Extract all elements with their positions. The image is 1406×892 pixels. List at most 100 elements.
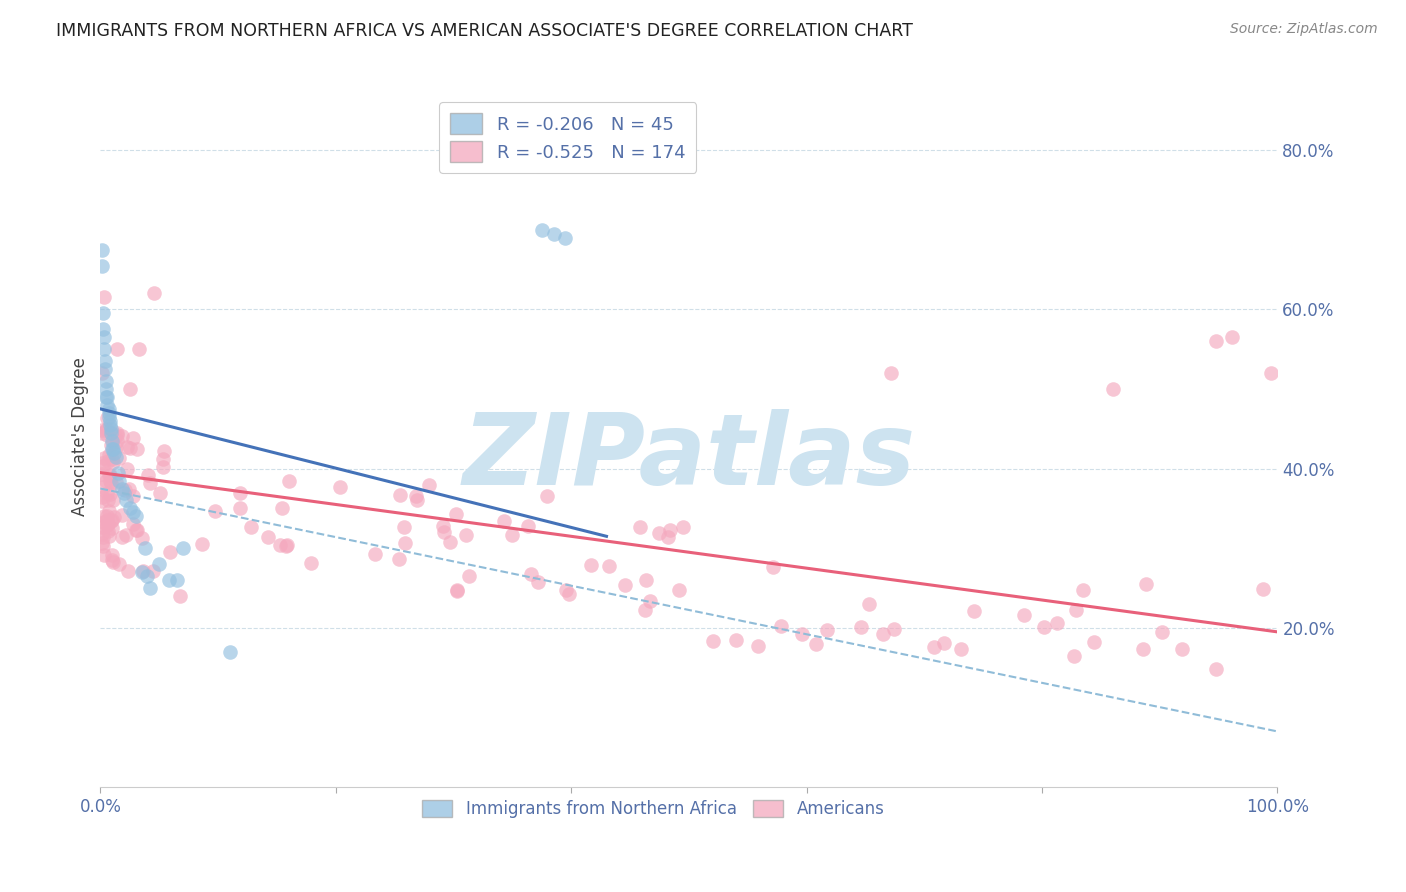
Point xyxy=(152,444,174,458)
Point xyxy=(124,509,146,524)
Point xyxy=(1251,582,1274,596)
Point xyxy=(94,362,117,376)
Point xyxy=(115,462,138,476)
Point xyxy=(108,451,131,466)
Point xyxy=(142,564,165,578)
Point xyxy=(883,622,905,636)
Point xyxy=(97,409,120,424)
Point xyxy=(93,548,115,562)
Point xyxy=(558,586,581,600)
Point xyxy=(105,427,128,442)
Point xyxy=(418,477,440,491)
Point xyxy=(100,476,122,491)
Point xyxy=(543,227,565,241)
Point xyxy=(276,538,298,552)
Point xyxy=(104,428,127,442)
Point xyxy=(93,290,115,304)
Point xyxy=(101,552,124,566)
Legend: Immigrants from Northern Africa, Americans: Immigrants from Northern Africa, America… xyxy=(416,793,891,824)
Point xyxy=(1220,330,1243,344)
Point xyxy=(101,454,124,468)
Point xyxy=(96,382,118,396)
Point xyxy=(90,527,112,541)
Point xyxy=(128,342,150,356)
Point xyxy=(190,537,212,551)
Point xyxy=(97,524,120,538)
Point xyxy=(94,354,117,368)
Point xyxy=(115,440,138,454)
Point xyxy=(299,556,322,570)
Point xyxy=(115,527,138,541)
Point xyxy=(457,569,479,583)
Point xyxy=(668,582,690,597)
Point xyxy=(1073,582,1095,597)
Point xyxy=(392,520,415,534)
Point xyxy=(93,508,115,523)
Point xyxy=(96,411,118,425)
Point xyxy=(110,482,132,496)
Point xyxy=(93,451,115,466)
Point xyxy=(100,425,122,440)
Point xyxy=(103,510,125,524)
Point xyxy=(90,259,112,273)
Point xyxy=(90,456,112,470)
Point xyxy=(1205,334,1227,349)
Point xyxy=(432,518,454,533)
Point xyxy=(97,529,120,543)
Point xyxy=(628,520,651,534)
Point xyxy=(93,515,115,529)
Point xyxy=(139,475,162,490)
Point xyxy=(516,518,538,533)
Point xyxy=(1205,662,1227,676)
Point xyxy=(97,504,120,518)
Point xyxy=(96,518,118,533)
Point xyxy=(125,523,148,537)
Point xyxy=(932,635,955,649)
Point xyxy=(492,514,515,528)
Point xyxy=(172,541,194,556)
Point xyxy=(554,583,576,598)
Point xyxy=(90,423,112,437)
Point xyxy=(724,633,747,648)
Point xyxy=(598,559,620,574)
Point xyxy=(439,535,461,549)
Point xyxy=(136,569,159,583)
Point xyxy=(963,604,986,618)
Point xyxy=(388,552,411,566)
Point xyxy=(90,425,112,440)
Point xyxy=(269,538,291,552)
Point xyxy=(100,422,122,436)
Point xyxy=(101,548,124,562)
Point xyxy=(90,243,112,257)
Point xyxy=(101,492,124,507)
Point xyxy=(98,468,121,483)
Point xyxy=(101,521,124,535)
Point xyxy=(1083,635,1105,649)
Point xyxy=(657,531,679,545)
Point xyxy=(530,223,553,237)
Point xyxy=(256,530,278,544)
Point xyxy=(872,627,894,641)
Point xyxy=(118,382,141,396)
Point xyxy=(702,634,724,648)
Point xyxy=(104,450,127,464)
Point xyxy=(93,330,115,344)
Point xyxy=(105,342,128,356)
Point xyxy=(97,448,120,462)
Point xyxy=(152,459,174,474)
Point xyxy=(111,530,134,544)
Point xyxy=(97,493,120,508)
Point xyxy=(105,434,128,449)
Point xyxy=(91,480,114,494)
Point xyxy=(270,501,292,516)
Point xyxy=(108,474,131,488)
Point xyxy=(91,531,114,545)
Point xyxy=(131,531,153,545)
Point xyxy=(98,475,121,489)
Text: ZIPatlas: ZIPatlas xyxy=(463,409,915,507)
Point xyxy=(1033,620,1056,634)
Point xyxy=(90,520,112,534)
Point xyxy=(1132,642,1154,657)
Point xyxy=(105,475,128,490)
Text: Source: ZipAtlas.com: Source: ZipAtlas.com xyxy=(1230,22,1378,37)
